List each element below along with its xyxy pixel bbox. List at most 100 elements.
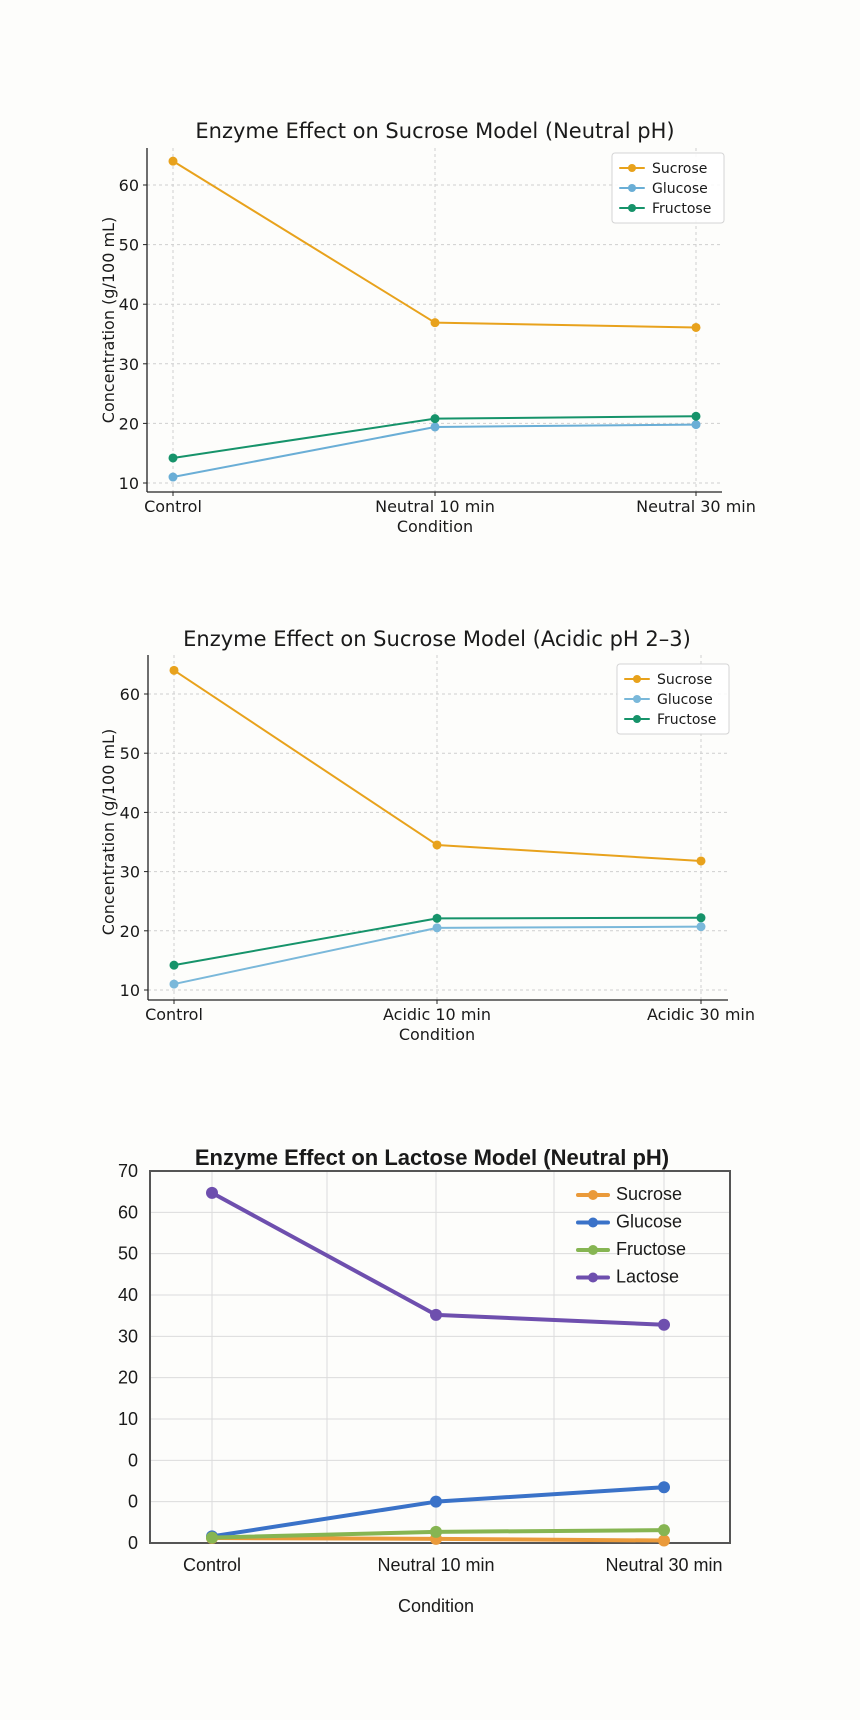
y-tick-label: 40 — [119, 295, 139, 314]
y-tick-label: 20 — [120, 922, 140, 941]
x-tick-labels: Control Neutral 10 min Neutral 30 min — [144, 497, 756, 516]
data-point-lactose — [430, 1308, 442, 1321]
x-tick-label: Control — [144, 497, 202, 516]
legend-marker-icon — [588, 1272, 598, 1283]
x-axis-label: Condition — [399, 1025, 475, 1044]
data-point-fructose — [658, 1524, 670, 1537]
data-point-sucrose — [430, 318, 440, 328]
data-point-glucose — [168, 472, 178, 482]
data-point-glucose — [658, 1481, 670, 1494]
legend-marker-icon — [588, 1245, 598, 1255]
series-sucrose — [168, 156, 701, 332]
chart-title: Enzyme Effect on Sucrose Model (Acidic p… — [183, 627, 691, 651]
data-point-fructose — [432, 913, 442, 923]
chart-sucrose-acidic: Enzyme Effect on Sucrose Model (Acidic p… — [99, 627, 755, 1044]
y-tick-label: 50 — [119, 236, 139, 255]
legend-item-fructose: Fructose — [619, 201, 711, 217]
legend-label: Glucose — [652, 181, 708, 197]
y-tick-label: 60 — [118, 1202, 138, 1222]
y-tick-label: 60 — [119, 176, 139, 195]
series-lactose — [206, 1186, 670, 1331]
legend: Sucrose Glucose Fructose Lactose — [576, 1184, 686, 1287]
y-tick-labels: 70 60 50 40 30 20 10 0 0 0 — [118, 1161, 138, 1553]
data-point-glucose — [430, 422, 440, 432]
legend-box — [616, 663, 730, 735]
x-tick-labels: Control Acidic 10 min Acidic 30 min — [145, 1005, 755, 1024]
legend-marker-icon — [633, 715, 641, 723]
series-fructose — [206, 1524, 670, 1544]
data-point-fructose — [168, 453, 178, 463]
legend: Sucrose Glucose Fructose — [616, 663, 730, 735]
data-point-fructose — [691, 411, 701, 421]
x-tick-label: Neutral 10 min — [377, 1555, 494, 1575]
x-tick-label: Acidic 30 min — [647, 1005, 755, 1024]
y-tick-label: 10 — [118, 1409, 138, 1429]
axes — [143, 148, 722, 496]
x-tick-label: Control — [183, 1555, 241, 1575]
y-axis-label: Concentration (g/100 mL) — [99, 729, 118, 935]
data-point-glucose — [430, 1495, 442, 1508]
legend-marker-icon — [628, 184, 636, 192]
x-tick-label: Neutral 10 min — [375, 497, 495, 516]
chart-title: Enzyme Effect on Sucrose Model (Neutral … — [195, 119, 674, 143]
x-tick-label: Acidic 10 min — [383, 1005, 491, 1024]
y-tick-label: 50 — [120, 744, 140, 763]
y-tick-label: 70 — [118, 1161, 138, 1181]
legend-marker-icon — [588, 1190, 598, 1200]
legend-item-sucrose: Sucrose — [576, 1184, 682, 1204]
legend-label: Glucose — [616, 1212, 682, 1232]
legend-label: Sucrose — [616, 1184, 682, 1204]
axes — [144, 655, 728, 1004]
series-sucrose — [169, 665, 706, 866]
y-tick-label: 10 — [119, 474, 139, 493]
y-tick-label: 20 — [118, 1368, 138, 1388]
data-point-sucrose — [168, 156, 178, 166]
y-tick-label: 0 — [128, 1533, 138, 1553]
y-tick-label: 50 — [118, 1244, 138, 1264]
legend-item-glucose: Glucose — [619, 181, 708, 197]
data-point-sucrose — [432, 840, 442, 850]
y-axis-label: Concentration (g/100 mL) — [99, 217, 118, 423]
y-tick-label: 0 — [128, 1492, 138, 1512]
series-fructose — [169, 913, 706, 970]
data-point-fructose — [206, 1531, 218, 1544]
data-point-lactose — [658, 1318, 670, 1331]
legend-marker-icon — [633, 675, 641, 683]
legend-item-fructose: Fructose — [576, 1239, 686, 1259]
chart-sucrose-neutral: Enzyme Effect on Sucrose Model (Neutral … — [99, 119, 756, 536]
data-point-sucrose — [658, 1534, 670, 1547]
series-glucose — [169, 922, 706, 989]
legend-item-sucrose: Sucrose — [619, 161, 707, 177]
x-tick-label: Neutral 30 min — [636, 497, 756, 516]
x-axis-label: Condition — [397, 517, 473, 536]
x-tick-labels: Control Neutral 10 min Neutral 30 min — [183, 1555, 723, 1575]
series-group — [169, 665, 706, 989]
data-point-fructose — [430, 1525, 442, 1538]
data-point-glucose — [169, 979, 179, 989]
data-point-glucose — [432, 923, 442, 933]
legend-label: Sucrose — [657, 672, 712, 688]
legend-item-fructose: Fructose — [624, 712, 716, 728]
legend-label: Glucose — [657, 692, 713, 708]
series-group — [168, 156, 701, 482]
legend-label: Lactose — [616, 1267, 679, 1287]
x-tick-label: Control — [145, 1005, 203, 1024]
legend-item-sucrose: Sucrose — [624, 672, 712, 688]
y-tick-labels: 10 20 30 40 50 60 — [119, 176, 139, 493]
legend-label: Sucrose — [652, 161, 707, 177]
y-tick-label: 20 — [119, 414, 139, 433]
legend-label: Fructose — [616, 1239, 686, 1259]
legend-marker-icon — [628, 204, 636, 212]
legend-label: Fructose — [657, 712, 716, 728]
legend-item-glucose: Glucose — [624, 692, 713, 708]
data-point-fructose — [169, 960, 179, 970]
data-point-sucrose — [169, 665, 179, 675]
chart-title: Enzyme Effect on Lactose Model (Neutral … — [195, 1145, 669, 1170]
legend-marker-icon — [633, 695, 641, 703]
data-point-glucose — [691, 420, 701, 430]
legend-label: Fructose — [652, 201, 711, 217]
data-point-fructose — [430, 414, 440, 424]
y-tick-label: 30 — [118, 1326, 138, 1346]
chart-lactose-neutral: Enzyme Effect on Lactose Model (Neutral … — [118, 1145, 731, 1616]
